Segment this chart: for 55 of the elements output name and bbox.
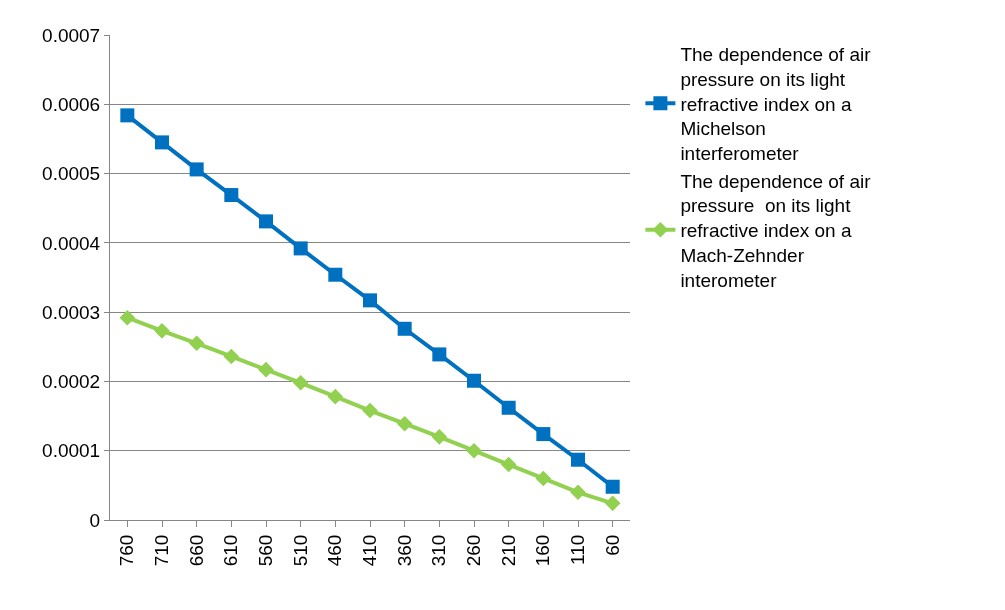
x-tick-label: 460 (324, 534, 346, 567)
point (119, 309, 136, 326)
point (501, 400, 516, 415)
point (363, 293, 377, 308)
x-tick-label: 560 (255, 534, 277, 567)
point (328, 267, 343, 282)
y-tick-label: 0.0007 (42, 24, 101, 46)
point (570, 484, 586, 501)
point (189, 162, 204, 177)
x-tick-label: 310 (428, 534, 450, 567)
point (397, 321, 412, 336)
legend-label: The dependence of air pressure on its light refractive index on a Mach-Zehnder interometer (680, 170, 872, 291)
y-tick-label: 0 (89, 509, 101, 531)
point (259, 214, 273, 229)
y-tick-label: 0.0006 (42, 93, 101, 115)
point (258, 361, 274, 378)
point (432, 347, 447, 362)
point (362, 402, 378, 419)
x-tick-label: 760 (116, 534, 138, 567)
point (500, 456, 517, 473)
x-tick-label: 110 (567, 534, 589, 565)
y-tick-label: 0.0003 (42, 301, 101, 323)
y-tick-label: 0.0001 (42, 440, 101, 462)
point (223, 348, 240, 365)
point (120, 108, 135, 123)
x-tick-label: 410 (359, 534, 381, 567)
x-tick-label: 710 (151, 534, 173, 567)
x-tick-label: 260 (463, 534, 485, 567)
point (293, 241, 308, 256)
point (327, 388, 344, 405)
point (431, 429, 448, 445)
point (536, 427, 551, 442)
point (571, 452, 585, 467)
point (188, 335, 205, 352)
x-tick-label: 60 (601, 534, 623, 556)
point (292, 375, 309, 391)
x-tick-label: 160 (532, 534, 554, 567)
point (154, 323, 170, 339)
point (604, 495, 621, 512)
y-tick-label: 0.0005 (42, 163, 101, 185)
legend-label: The dependence of air pressure on its light refractive index on a Michelson interferometer (680, 44, 872, 165)
y-tick-label: 0.0004 (42, 232, 101, 254)
x-tick-label: 660 (185, 534, 207, 567)
point (535, 470, 552, 487)
x-tick-label: 510 (289, 534, 311, 567)
point (224, 188, 239, 203)
x-tick-label: 360 (393, 534, 415, 567)
x-tick-label: 610 (220, 534, 242, 567)
point (155, 135, 169, 150)
point (466, 442, 482, 459)
y-tick-label: 0.0002 (42, 371, 101, 393)
x-tick-label: 210 (497, 534, 519, 567)
point (605, 479, 620, 494)
point (467, 373, 481, 388)
point (396, 415, 413, 432)
